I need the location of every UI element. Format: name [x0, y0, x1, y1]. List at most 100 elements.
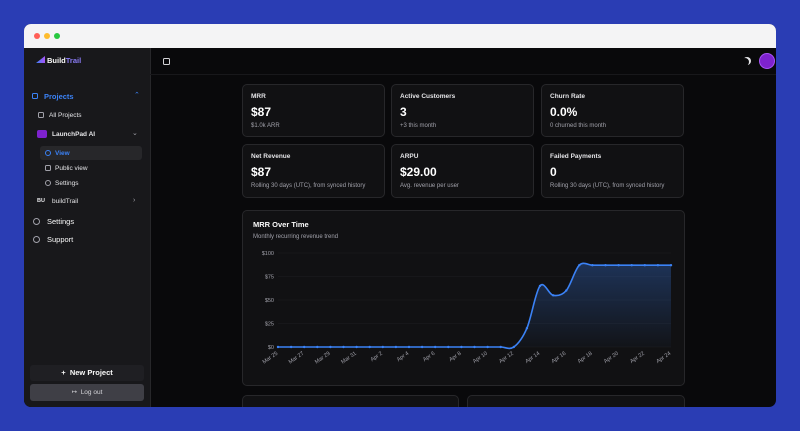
project-badge: BU — [37, 198, 45, 204]
theme-toggle[interactable] — [743, 57, 751, 65]
y-tick-label: $50 — [265, 298, 274, 304]
view-icon — [45, 150, 51, 156]
y-tick-label: $0 — [268, 345, 274, 351]
metric-card: Net Revenue $87 Rolling 30 days (UTC), fro… — [242, 144, 385, 198]
settings-nav[interactable]: Settings — [47, 217, 75, 226]
metric-card: ARPU $29.00 Avg. revenue per user — [391, 144, 534, 198]
y-tick-label: $25 — [265, 322, 274, 328]
card-note: Rolling 30 days (UTC), from synced histo… — [550, 183, 665, 189]
maximize-dot[interactable] — [54, 33, 60, 39]
log-out-label: Log out — [80, 389, 103, 396]
point — [355, 345, 358, 349]
log-out-button[interactable]: ↦ Log out — [30, 384, 144, 401]
collapse-chevron[interactable]: ⌃ — [134, 92, 140, 99]
card-note: 0 churned this month — [550, 123, 607, 129]
user-avatar[interactable] — [759, 53, 775, 69]
point — [512, 345, 515, 349]
projects-icon — [32, 93, 38, 99]
card-label: Churn Rate — [550, 93, 586, 100]
close-dot[interactable] — [34, 33, 40, 39]
chart-subtitle: Monthly recurring revenue trend — [253, 234, 338, 240]
point — [289, 345, 293, 349]
point — [420, 345, 424, 349]
x-tick-label: Mar 27 — [288, 351, 305, 366]
metric-card: Churn Rate 0.0% 0 churned this month — [541, 84, 684, 137]
card-label: ARPU — [400, 153, 419, 160]
x-tick-label: Apr 2 — [370, 351, 384, 363]
other-chevron[interactable]: › — [133, 197, 136, 204]
brand-a: Build — [47, 56, 66, 65]
point — [499, 345, 502, 349]
point — [407, 345, 411, 349]
card-label: Active Customers — [400, 93, 456, 100]
point — [342, 345, 345, 349]
new-project-label: New Project — [69, 368, 113, 377]
y-tick-label: $75 — [265, 275, 274, 281]
project-avatar — [37, 130, 47, 138]
point — [538, 284, 542, 288]
x-tick-label: Mar 25 — [262, 351, 279, 366]
point — [591, 264, 594, 267]
settings-nav-icon — [33, 218, 40, 225]
point — [525, 327, 529, 330]
public-view-link[interactable]: Public view — [55, 165, 88, 172]
x-tick-label: Apr 12 — [498, 351, 515, 365]
point — [276, 345, 280, 349]
lower-card — [242, 395, 459, 407]
project-chevron[interactable]: ⌄ — [132, 130, 138, 137]
sidebar-toggle[interactable] — [163, 58, 170, 65]
point — [329, 345, 332, 349]
metric-card: Failed Payments 0 Rolling 30 days (UTC), f… — [541, 144, 684, 198]
other-project-link[interactable]: buildTrail — [52, 198, 79, 205]
x-tick-label: Apr 20 — [603, 351, 620, 365]
point — [617, 264, 620, 267]
metric-card: Active Customers 3 +3 this month — [391, 84, 534, 137]
point — [447, 345, 450, 349]
x-tick-label: Apr 10 — [472, 351, 489, 365]
brand-b: Trail — [65, 56, 82, 65]
public-icon — [45, 165, 51, 171]
project-settings-link[interactable]: Settings — [55, 180, 79, 187]
new-project-button[interactable]: + New Project — [30, 365, 144, 381]
card-note: Rolling 30 days (UTC), from synced histo… — [251, 183, 366, 189]
all-projects-link[interactable]: All Projects — [49, 112, 82, 119]
settings-icon — [45, 180, 51, 186]
x-tick-label: Mar 31 — [340, 351, 357, 366]
point — [381, 345, 384, 349]
minimize-dot[interactable] — [44, 33, 50, 39]
area — [278, 263, 671, 349]
support-nav[interactable]: Support — [47, 235, 74, 244]
project-link[interactable]: LaunchPad AI — [52, 131, 96, 138]
card-value: 0.0% — [550, 105, 578, 119]
card-label: MRR — [251, 93, 266, 100]
x-tick-label: Mar 29 — [314, 351, 331, 366]
point — [486, 345, 489, 349]
card-value: 3 — [400, 105, 407, 119]
sidebar: BuildTrail Projects ⌃ All Projects Launc… — [24, 48, 151, 407]
point — [669, 264, 673, 267]
x-tick-label: Apr 22 — [629, 351, 646, 365]
logo-icon — [36, 56, 45, 63]
y-tick-label: $100 — [262, 251, 274, 257]
all-projects-icon — [38, 112, 44, 118]
card-value: $29.00 — [400, 165, 437, 179]
x-tick-label: Apr 8 — [448, 351, 462, 363]
point — [643, 264, 646, 267]
card-value: 0 — [550, 165, 557, 179]
card-note: $1.0k ARR — [251, 123, 280, 129]
active-nav-bg — [40, 146, 142, 160]
point — [316, 345, 319, 349]
point — [303, 345, 306, 349]
brand[interactable]: BuildTrail — [47, 56, 81, 65]
x-tick-label: Apr 14 — [524, 351, 541, 365]
metric-card: MRR $87 $1.0k ARR — [242, 84, 385, 137]
card-note: +3 this month — [400, 123, 437, 129]
x-tick-label: Apr 24 — [655, 351, 672, 365]
view-link[interactable]: View — [55, 150, 70, 157]
browser-bar — [24, 24, 776, 48]
projects-header[interactable]: Projects — [44, 92, 74, 101]
point — [473, 345, 476, 349]
chart-card: MRR Over Time Monthly recurring revenue … — [242, 210, 685, 386]
point — [460, 345, 463, 349]
point — [578, 264, 581, 267]
